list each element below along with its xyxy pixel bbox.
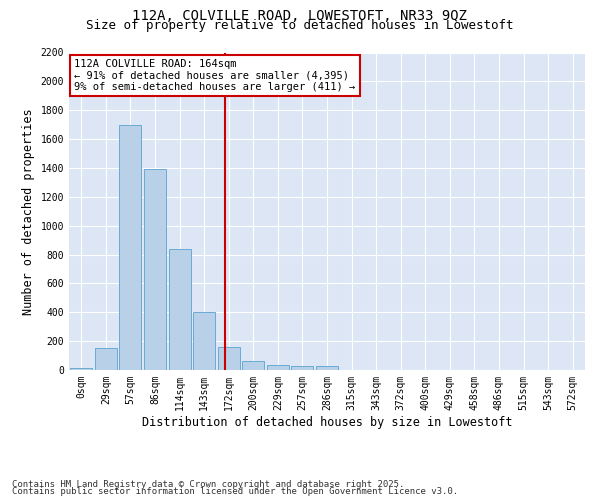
- Text: 112A COLVILLE ROAD: 164sqm
← 91% of detached houses are smaller (4,395)
9% of se: 112A COLVILLE ROAD: 164sqm ← 91% of deta…: [74, 59, 355, 92]
- Bar: [119, 124, 142, 370]
- Y-axis label: Number of detached properties: Number of detached properties: [22, 108, 35, 314]
- Text: Size of property relative to detached houses in Lowestoft: Size of property relative to detached ho…: [86, 19, 514, 32]
- Bar: [70, 368, 92, 370]
- Bar: [169, 250, 191, 370]
- Bar: [316, 366, 338, 370]
- Text: 112A, COLVILLE ROAD, LOWESTOFT, NR33 9QZ: 112A, COLVILLE ROAD, LOWESTOFT, NR33 9QZ: [133, 9, 467, 23]
- Bar: [95, 348, 117, 370]
- Text: Contains HM Land Registry data © Crown copyright and database right 2025.: Contains HM Land Registry data © Crown c…: [12, 480, 404, 489]
- Bar: [193, 312, 215, 370]
- Bar: [242, 360, 265, 370]
- Text: Contains public sector information licensed under the Open Government Licence v3: Contains public sector information licen…: [12, 487, 458, 496]
- X-axis label: Distribution of detached houses by size in Lowestoft: Distribution of detached houses by size …: [142, 416, 512, 428]
- Bar: [292, 366, 313, 370]
- Bar: [144, 168, 166, 370]
- Bar: [267, 364, 289, 370]
- Bar: [218, 347, 240, 370]
